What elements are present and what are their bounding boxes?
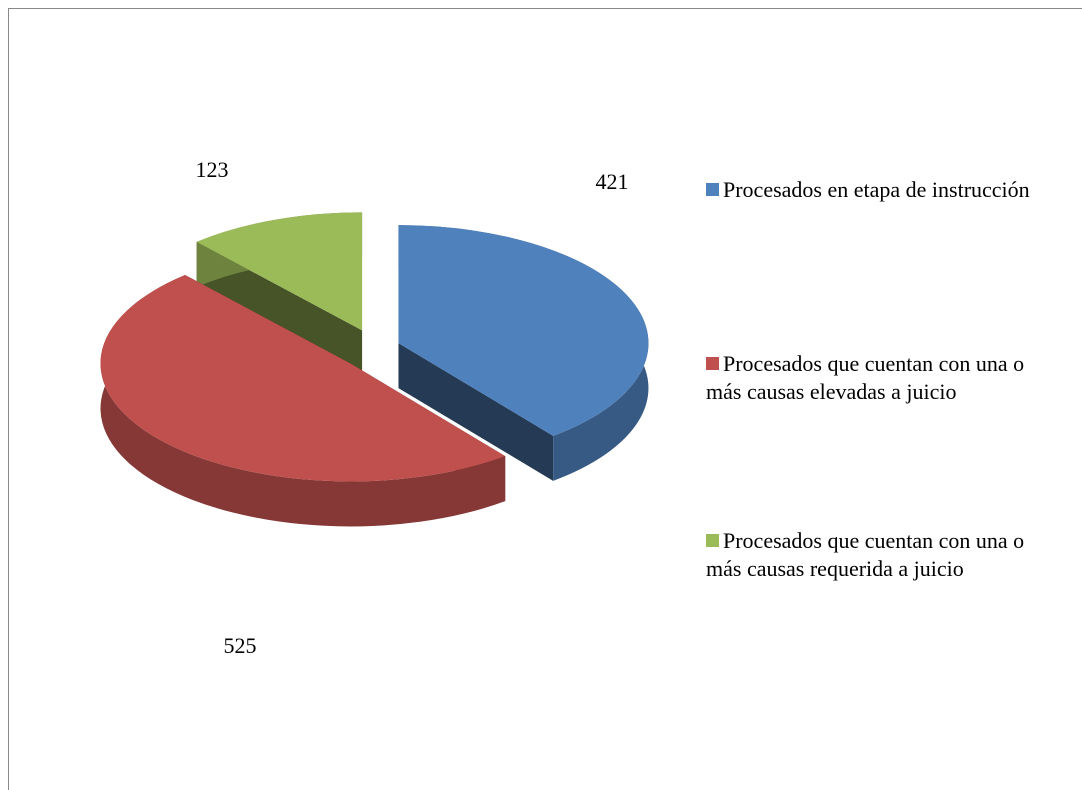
data-label: 123	[196, 157, 229, 182]
slice-side	[196, 241, 363, 376]
legend-swatch	[706, 357, 719, 370]
legend-entry: Procesados que cuentan con una o más cau…	[706, 350, 1036, 406]
legend-swatch	[706, 534, 719, 547]
legend-swatch	[706, 183, 719, 196]
frame	[8, 8, 1082, 790]
legend-label: Procesados que cuentan con una o más cau…	[706, 528, 1025, 581]
legend-label: Procesados que cuentan con una o más cau…	[706, 351, 1025, 404]
slice-wall	[100, 274, 506, 527]
slice-side	[398, 343, 554, 481]
data-label: 525	[224, 633, 257, 658]
slice	[100, 274, 506, 482]
legend-entry: Procesados en etapa de instrucción	[706, 176, 1036, 204]
slice	[196, 212, 363, 331]
data-label: 421	[596, 169, 629, 194]
slice	[398, 225, 649, 436]
legend-entry: Procesados que cuentan con una o más cau…	[706, 527, 1036, 583]
legend-label: Procesados en etapa de instrucción	[723, 177, 1030, 202]
